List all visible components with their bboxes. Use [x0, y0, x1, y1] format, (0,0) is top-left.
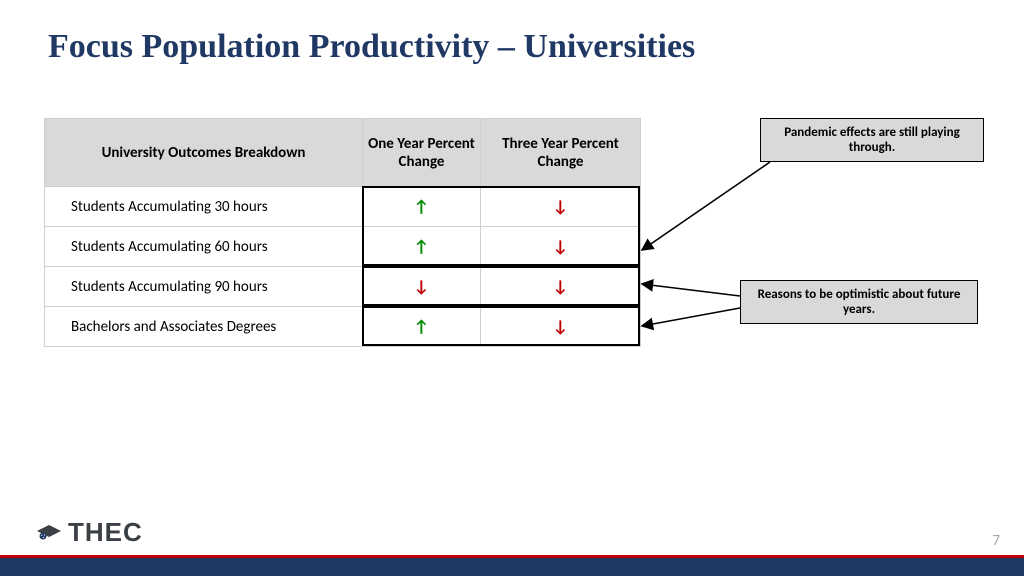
row-label: Students Accumulating 60 hours	[45, 227, 363, 267]
logo-text: THEC	[68, 517, 143, 548]
table-header: University Outcomes Breakdown	[45, 119, 363, 187]
row-label: Bachelors and Associates Degrees	[45, 307, 363, 347]
arrow-up-icon: ↑	[363, 187, 481, 227]
page-number: 7	[992, 532, 1000, 550]
table-header: One Year Percent Change	[363, 119, 481, 187]
graduation-cap-icon	[36, 523, 62, 543]
footer-bar	[0, 558, 1024, 576]
callout-box: Reasons to be optimistic about future ye…	[740, 280, 978, 324]
arrow-up-icon: ↑	[363, 227, 481, 267]
arrow-up-icon: ↑	[363, 307, 481, 347]
table-header: Three Year Percent Change	[481, 119, 641, 187]
row-label: Students Accumulating 30 hours	[45, 187, 363, 227]
arrow-down-icon: ↓	[481, 187, 641, 227]
table-row: Bachelors and Associates Degrees↑↓	[45, 307, 641, 347]
arrow-down-icon: ↓	[363, 267, 481, 307]
table-row: Students Accumulating 30 hours↑↓	[45, 187, 641, 227]
page-title: Focus Population Productivity – Universi…	[48, 28, 695, 66]
table-row: Students Accumulating 90 hours↓↓	[45, 267, 641, 307]
table-row: Students Accumulating 60 hours↑↓	[45, 227, 641, 267]
arrow-down-icon: ↓	[481, 307, 641, 347]
row-label: Students Accumulating 90 hours	[45, 267, 363, 307]
callout-box: Pandemic effects are still playing throu…	[760, 118, 984, 162]
thec-logo: THEC	[36, 517, 143, 548]
arrow-down-icon: ↓	[481, 267, 641, 307]
outcomes-table: University Outcomes BreakdownOne Year Pe…	[44, 118, 641, 347]
arrow-down-icon: ↓	[481, 227, 641, 267]
